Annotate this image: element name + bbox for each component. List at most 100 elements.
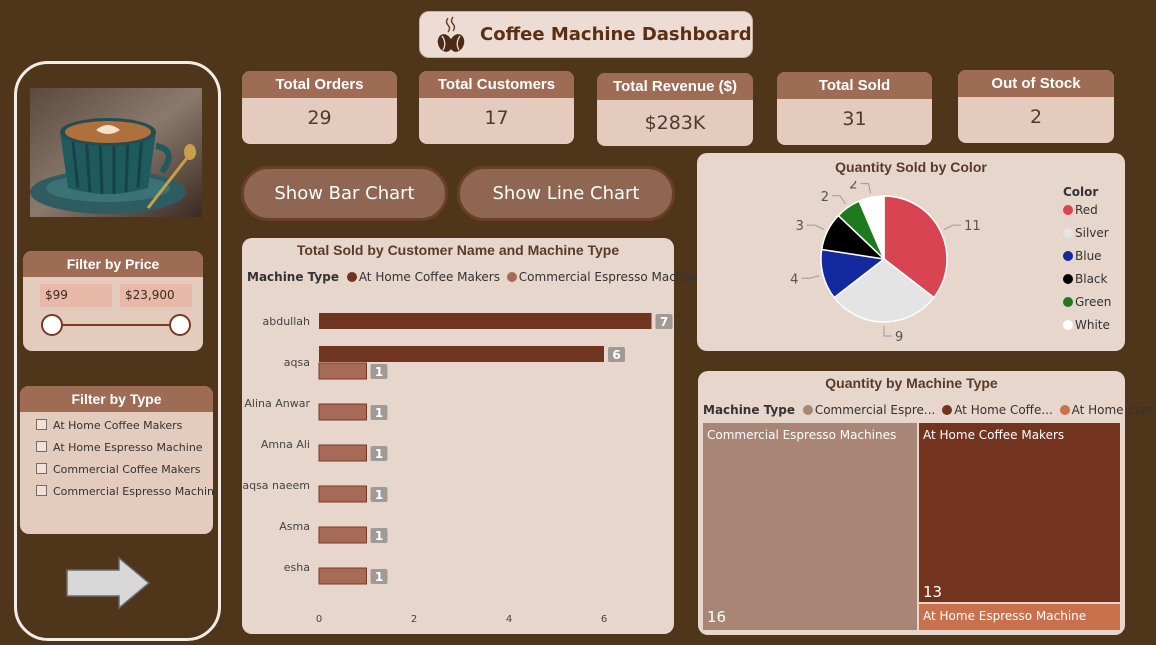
- legend-item-black[interactable]: Black: [1063, 268, 1111, 291]
- kpi-label: Total Customers: [419, 71, 574, 98]
- bar[interactable]: [319, 363, 367, 379]
- pie-value-label: 4: [790, 272, 798, 287]
- type-option-commercial-coffee-makers[interactable]: Commercial Coffee Makers: [36, 460, 213, 482]
- legend-dot: [803, 405, 813, 415]
- treemap-cell-commercial-espresso[interactable]: Commercial Espresso Machines 16: [703, 423, 917, 630]
- legend-item[interactable]: Commercial Espre...: [815, 403, 936, 417]
- legend-dot: [1063, 297, 1073, 307]
- price-max-input[interactable]: $23,900: [120, 284, 192, 307]
- kpi-label: Total Revenue ($): [597, 73, 753, 100]
- treemap-cell-at-home-espresso[interactable]: At Home Espresso Machine: [919, 604, 1120, 630]
- legend-title: Machine Type: [247, 270, 339, 284]
- legend-dot: [1063, 251, 1073, 261]
- legend-item[interactable]: At Home Espr...: [1072, 403, 1156, 417]
- treemap-cell-label: At Home Espresso Machine: [923, 609, 1086, 623]
- coffee-beans-icon: [436, 16, 466, 54]
- legend-item[interactable]: Commercial Espresso Machines: [519, 270, 708, 284]
- pie-leader-line: [884, 326, 892, 336]
- legend-label: Green: [1075, 295, 1111, 309]
- bar[interactable]: [319, 568, 367, 584]
- x-tick-label: 2: [411, 614, 417, 625]
- bar-value-label: 1: [375, 365, 383, 379]
- legend-dot: [1063, 320, 1073, 330]
- bar-category-label: aqsa: [284, 356, 310, 369]
- type-option-at-home-coffee-makers[interactable]: At Home Coffee Makers: [36, 416, 213, 438]
- bar[interactable]: [319, 346, 604, 362]
- dashboard-title-box: Coffee Machine Dashboard: [419, 11, 753, 58]
- pie-leader-line: [944, 225, 961, 229]
- treemap-cell-at-home-coffee[interactable]: At Home Coffee Makers 13: [919, 423, 1120, 602]
- bar-category-label: Asma: [279, 520, 310, 533]
- legend-dot: [1060, 405, 1070, 415]
- bar[interactable]: [319, 445, 367, 461]
- bar-chart-plot: abdullah 7 aqsa 6 1 Alina Anwar 1 Amna Ali 1 aqsa…: [242, 298, 674, 628]
- kpi-label: Total Orders: [242, 71, 397, 98]
- kpi-value: 31: [777, 108, 932, 130]
- pie-value-label: 11: [964, 219, 981, 234]
- show-bar-chart-button[interactable]: Show Bar Chart: [241, 166, 448, 221]
- legend-item[interactable]: At Home Coffee Makers: [359, 270, 500, 284]
- legend-dot: [1063, 228, 1073, 238]
- kpi-label: Out of Stock: [958, 70, 1114, 97]
- legend-label: Red: [1075, 203, 1098, 217]
- kpi-value: $283K: [597, 112, 753, 134]
- x-tick-label: 0: [316, 614, 322, 625]
- legend-title: Color: [1063, 185, 1098, 199]
- pie-value-label: 2: [849, 181, 857, 193]
- kpi-total-orders: Total Orders 29: [242, 71, 397, 144]
- checkbox-icon: [36, 441, 47, 452]
- price-filter-title: Filter by Price: [23, 251, 203, 277]
- bar-chart-panel: Total Sold by Customer Name and Machine …: [242, 238, 674, 634]
- treemap-legend: Machine Type Commercial Espre... At Home…: [703, 403, 1156, 417]
- treemap-cell-label: Commercial Espresso Machines: [707, 428, 896, 442]
- pie-chart-plot: 11 9 4 3 2 2: [777, 181, 1017, 351]
- next-page-arrow-icon[interactable]: [65, 556, 151, 610]
- legend-dot: [1063, 205, 1073, 215]
- legend-label: White: [1075, 318, 1110, 332]
- legend-dot: [1063, 274, 1073, 284]
- bar-category-label: aqsa naeem: [242, 479, 310, 492]
- pie-chart-title: Quantity Sold by Color: [697, 159, 1125, 175]
- bar[interactable]: [319, 486, 367, 502]
- bar[interactable]: [319, 313, 652, 329]
- treemap-cell-value: 13: [923, 583, 942, 601]
- price-slider-max-handle[interactable]: [169, 314, 191, 336]
- legend-item-white[interactable]: White: [1063, 314, 1111, 337]
- bar-value-label: 1: [375, 488, 383, 502]
- pie-leader-line: [801, 276, 819, 279]
- bar[interactable]: [319, 527, 367, 543]
- bar-value-label: 1: [375, 529, 383, 543]
- legend-item[interactable]: At Home Coffe...: [954, 403, 1053, 417]
- show-line-chart-button[interactable]: Show Line Chart: [457, 166, 675, 221]
- x-tick-label: 6: [601, 614, 607, 625]
- bar-category-label: esha: [284, 561, 310, 574]
- x-tick-label: 4: [506, 614, 512, 625]
- kpi-total-sold: Total Sold 31: [777, 72, 932, 145]
- legend-dot: [942, 405, 952, 415]
- bar-value-label: 1: [375, 447, 383, 461]
- legend-item-green[interactable]: Green: [1063, 291, 1111, 314]
- kpi-value: 29: [242, 107, 397, 129]
- type-option-at-home-espresso-machine[interactable]: At Home Espresso Machine: [36, 438, 213, 460]
- price-slider-min-handle[interactable]: [41, 314, 63, 336]
- bar-category-label: abdullah: [262, 315, 310, 328]
- legend-dot: [347, 272, 357, 282]
- treemap-panel: Quantity by Machine Type Machine Type Co…: [698, 371, 1125, 635]
- type-option-commercial-espresso-machines[interactable]: Commercial Espresso Machines: [36, 482, 213, 504]
- pie-chart-panel: Quantity Sold by Color 11 9 4 3 2 2 Color Red…: [697, 153, 1125, 351]
- legend-item-red[interactable]: Red: [1063, 199, 1111, 222]
- bar-value-label: 1: [375, 406, 383, 420]
- pie-leader-line: [861, 184, 871, 194]
- legend-label: Black: [1075, 272, 1107, 286]
- bar-category-label: Alina Anwar: [244, 397, 310, 410]
- price-min-input[interactable]: $99: [40, 284, 112, 307]
- pie-legend: Color Red Silver Blue Black Green White: [1063, 185, 1111, 337]
- pie-leader-line: [807, 225, 824, 229]
- price-slider-track: [51, 324, 181, 326]
- bar[interactable]: [319, 404, 367, 420]
- kpi-total-customers: Total Customers 17: [419, 71, 574, 144]
- pie-value-label: 9: [895, 330, 903, 345]
- legend-item-silver[interactable]: Silver: [1063, 222, 1111, 245]
- legend-item-blue[interactable]: Blue: [1063, 245, 1111, 268]
- pie-leader-line: [832, 196, 846, 204]
